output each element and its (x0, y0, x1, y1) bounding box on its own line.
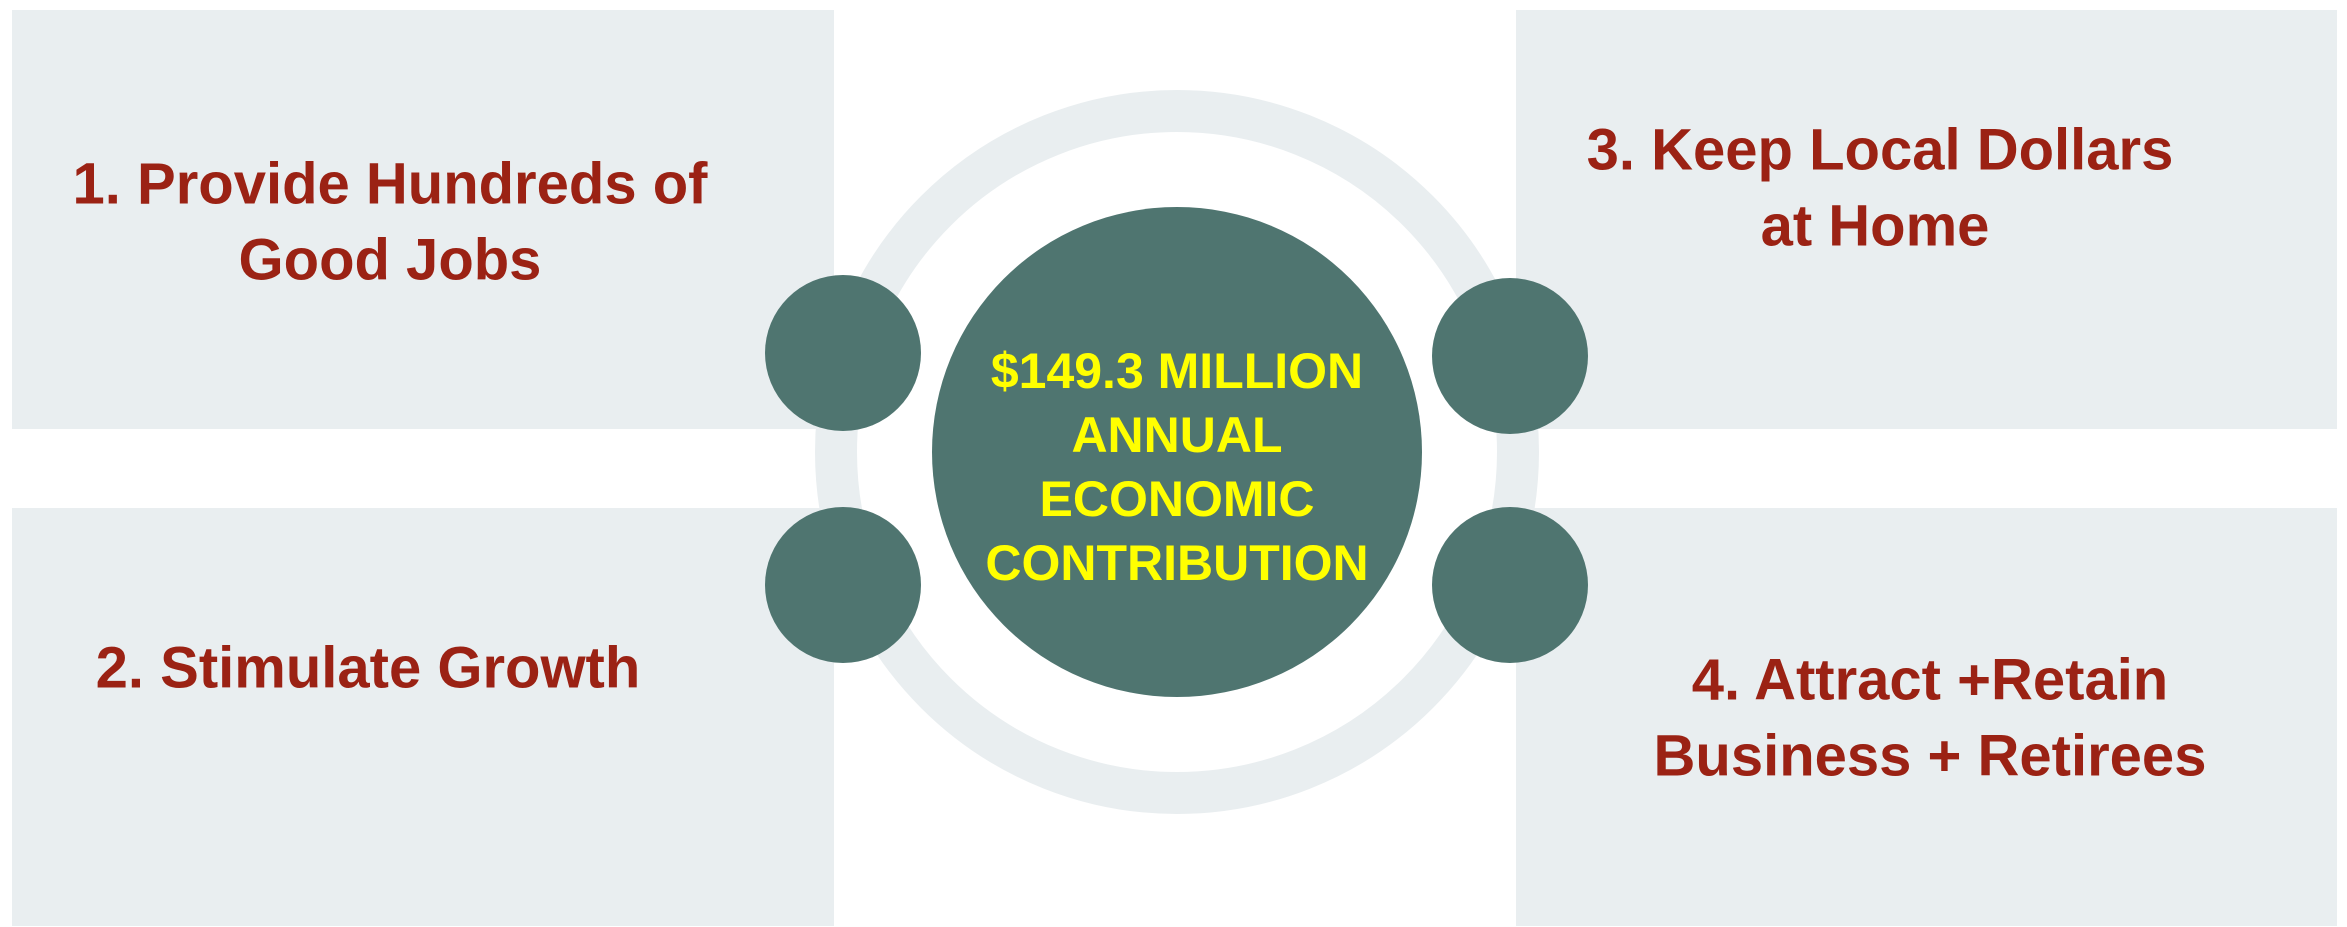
item-text: 1. Provide Hundreds of (73, 151, 709, 216)
item-text: 2. Stimulate Growth (96, 635, 641, 700)
item-text: 4. Attract +Retain (1692, 647, 2169, 712)
item-text: at Home (1761, 193, 1990, 258)
center-text: CONTRIBUTION (985, 535, 1368, 591)
panel (12, 10, 834, 429)
item-text: Good Jobs (239, 227, 542, 292)
item-text: Business + Retirees (1654, 723, 2207, 788)
item-text: 3. Keep Local Dollars (1587, 117, 2174, 182)
panel (12, 508, 834, 926)
center-text: ANNUAL (1071, 407, 1282, 463)
center-text: ECONOMIC (1040, 471, 1315, 527)
node (1432, 278, 1588, 434)
center-text: $149.3 MILLION (991, 343, 1363, 399)
node (765, 275, 921, 431)
node (1432, 507, 1588, 663)
center-circle (932, 207, 1422, 697)
panel (1516, 508, 2337, 926)
node (765, 507, 921, 663)
panel (1516, 10, 2337, 429)
